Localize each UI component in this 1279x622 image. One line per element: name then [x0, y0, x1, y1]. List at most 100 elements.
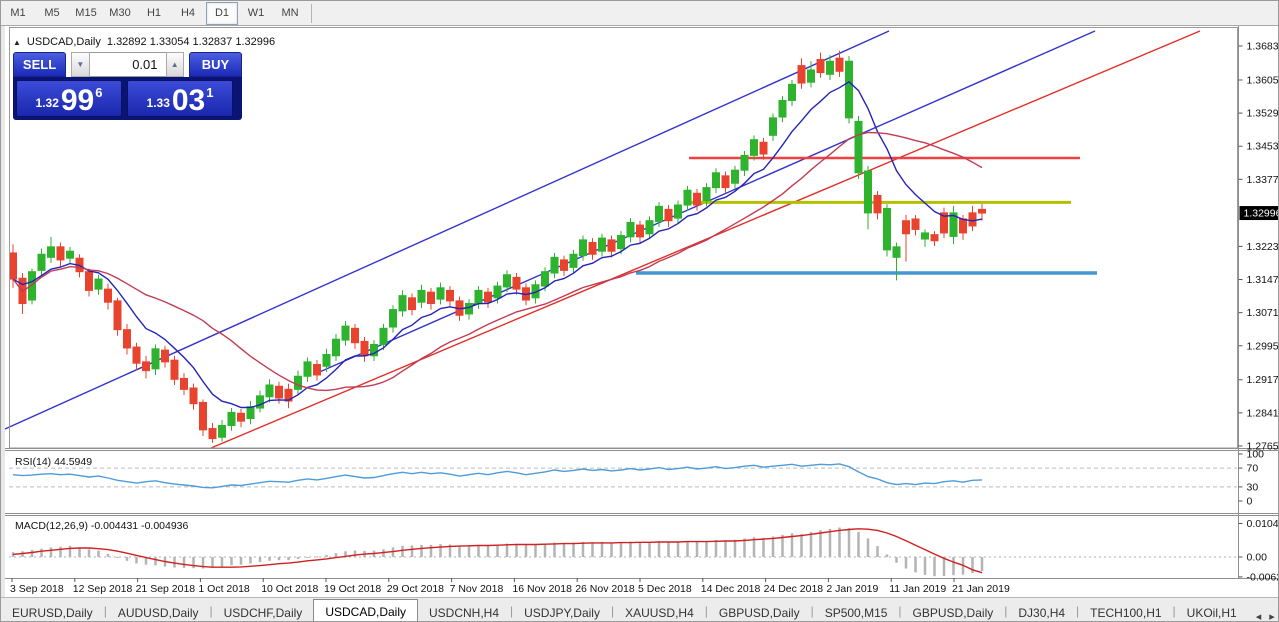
price-axis-label: 1.29950	[1247, 340, 1279, 352]
sell-price-box[interactable]: 1.32 99 6	[16, 80, 122, 117]
candle-bull	[465, 302, 473, 315]
macd-histogram-bar	[714, 540, 718, 557]
timeframe-button-d1[interactable]: D1	[206, 1, 238, 25]
macd-histogram-bar	[467, 545, 471, 557]
candle-bear	[180, 377, 188, 390]
buy-price-prefix: 1.33	[146, 96, 170, 110]
tab-separator: |	[103, 603, 107, 618]
candle-bull	[417, 289, 426, 303]
candle-bull	[702, 187, 711, 202]
candle-bear	[123, 329, 131, 349]
macd-histogram-bar	[40, 548, 43, 557]
macd-histogram-bar	[790, 533, 794, 557]
tab-xauusd-h4[interactable]: XAUUSD,H4	[625, 605, 694, 620]
candle-bear	[351, 327, 359, 344]
macd-histogram-bar	[49, 547, 53, 557]
price-axis-label: 1.32230	[1247, 241, 1279, 253]
tab-usdchf-daily[interactable]: USDCHF,Daily	[223, 605, 303, 620]
candle-bull	[883, 208, 891, 251]
macd-histogram-bar	[315, 556, 319, 558]
candle-bear	[911, 218, 920, 230]
timeframe-button-h1[interactable]: H1	[146, 7, 162, 19]
macd-histogram-bar	[116, 557, 119, 558]
tab-gbpusd-daily[interactable]: GBPUSD,Daily	[912, 605, 994, 620]
tab-separator: |	[1172, 603, 1176, 618]
macd-histogram-bar	[838, 527, 841, 557]
candle-bear	[132, 346, 141, 364]
date-axis-label: 7 Nov 2018	[450, 583, 504, 595]
candle-bull	[28, 271, 36, 301]
price-chart[interactable]: 1.368301.360501.352901.345301.337701.322…	[5, 26, 1279, 597]
red-ascending-trendline[interactable]	[210, 30, 1201, 449]
price-axis-label: 1.35290	[1247, 108, 1279, 120]
candle-bear	[189, 387, 198, 405]
collapse-chart-icon[interactable]: ▲	[13, 37, 21, 47]
tabs-scroll-right-icon[interactable]: ▸	[1269, 611, 1275, 622]
macd-histogram-bar	[553, 542, 556, 557]
lot-decrease-button[interactable]: ▼	[71, 52, 90, 77]
timeframe-button-mn[interactable]: MN	[281, 7, 299, 19]
price-axis-label: 1.31470	[1247, 274, 1279, 286]
candle-bull	[66, 250, 74, 259]
buy-price-box[interactable]: 1.33 03 1	[127, 80, 233, 117]
candle-bull	[436, 287, 445, 300]
buy-button[interactable]: BUY	[188, 52, 242, 77]
macd-histogram-bar	[781, 534, 784, 557]
symbol-name: USDCAD,Daily	[26, 36, 101, 48]
fast-ma-line	[12, 80, 983, 409]
timeframe-button-m15[interactable]: M15	[75, 7, 97, 19]
macd-histogram-bar	[486, 545, 490, 557]
macd-histogram-bar	[30, 549, 34, 557]
macd-histogram-bar	[819, 530, 822, 557]
date-axis-label: 5 Dec 2018	[638, 583, 692, 595]
candle-bear	[512, 276, 521, 290]
lot-size-input[interactable]	[89, 52, 166, 77]
price-axis-label: 1.36830	[1247, 41, 1279, 53]
candle-bull	[731, 169, 739, 184]
macd-histogram-bar	[68, 545, 72, 557]
candle-bull	[892, 246, 901, 258]
candle-bull	[332, 338, 340, 357]
candle-bear	[816, 59, 825, 74]
timeframe-button-h4[interactable]: H4	[180, 7, 196, 19]
candle-bull	[256, 395, 264, 409]
tab-usdcad-daily[interactable]: USDCAD,Daily	[313, 599, 418, 621]
macd-histogram-bar	[695, 541, 699, 557]
timeframe-button-m30[interactable]: M30	[109, 7, 131, 19]
timeframe-button-m1[interactable]: M1	[10, 7, 26, 19]
timeframe-button-w1[interactable]: W1	[247, 7, 265, 19]
timeframe-button-m5[interactable]: M5	[44, 7, 60, 19]
chart-background	[5, 26, 1278, 597]
candle-bull	[598, 237, 606, 252]
tab-dj30-h4[interactable]: DJ30,H4	[1018, 605, 1066, 620]
candle-bear	[446, 289, 454, 302]
chart-tabs: EURUSD,Daily | AUDUSD,Daily | USDCHF,Daily US…	[1, 597, 1278, 622]
candle-bull	[750, 139, 758, 156]
tabs-scroll-left-icon[interactable]: ◂	[1255, 611, 1262, 622]
tab-ukoil-h1[interactable]: UKOil,H1	[1186, 605, 1237, 620]
macd-histogram-bar	[771, 536, 775, 557]
macd-histogram-bar	[420, 544, 423, 557]
tab-sp500-m15[interactable]: SP500,M15	[824, 605, 888, 620]
tab-usdcnh-h4[interactable]: USDCNH,H4	[429, 605, 500, 620]
sell-price-pips: 99	[60, 84, 95, 117]
macd-histogram-bar	[125, 557, 129, 561]
tab-usdjpy-daily[interactable]: USDJPY,Daily	[524, 605, 600, 620]
candle-bear	[588, 242, 597, 255]
tab-eurusd-daily[interactable]: EURUSD,Daily	[12, 605, 93, 620]
candle-bull	[341, 325, 350, 341]
candle-bull	[227, 411, 236, 426]
date-axis-label: 3 Sep 2018	[10, 583, 64, 595]
candle-bull	[769, 117, 777, 136]
tab-audusd-daily[interactable]: AUDUSD,Daily	[117, 605, 199, 620]
rsi-indicator-label: RSI(14) 44.5949	[15, 456, 93, 468]
macd-histogram-bar	[239, 557, 243, 565]
tab-tech100-h1[interactable]: TECH100,H1	[1090, 605, 1162, 620]
candle-bear	[930, 234, 939, 242]
date-axis-label: 21 Sep 2018	[136, 583, 196, 595]
candle-bull	[854, 120, 863, 174]
tab-gbpusd-daily[interactable]: GBPUSD,Daily	[718, 605, 800, 620]
lot-increase-button[interactable]: ▲	[165, 52, 184, 77]
sell-button[interactable]: SELL	[13, 52, 67, 77]
price-axis-label: 1.34530	[1247, 141, 1279, 153]
